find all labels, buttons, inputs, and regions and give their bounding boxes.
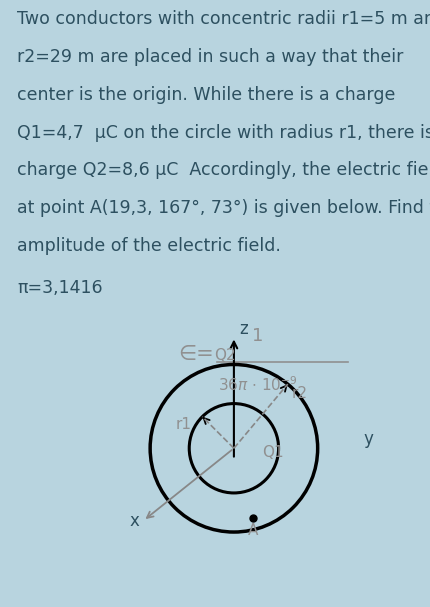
Text: charge Q2=8,6 μC  Accordingly, the electric field: charge Q2=8,6 μC Accordingly, the electr… [17,161,430,180]
Text: amplitude of the electric field.: amplitude of the electric field. [17,237,281,256]
Text: 1: 1 [252,327,263,345]
Text: r2: r2 [292,386,308,401]
Text: A: A [248,523,258,538]
Text: center is the origin. While there is a charge: center is the origin. While there is a c… [17,86,396,104]
Text: ∈=: ∈= [178,344,214,364]
Text: y: y [364,430,374,448]
Text: π=3,1416: π=3,1416 [17,279,103,297]
Text: x: x [129,512,139,531]
Text: Q1=4,7  μC on the circle with radius r1, there is a: Q1=4,7 μC on the circle with radius r1, … [17,124,430,141]
Text: z: z [240,320,248,337]
Text: Two conductors with concentric radii r1=5 m and: Two conductors with concentric radii r1=… [17,10,430,28]
Text: 36$\pi$ $\cdot$ 10$^{-9}$: 36$\pi$ $\cdot$ 10$^{-9}$ [218,375,298,394]
Text: Q1: Q1 [262,445,283,459]
Text: Q2: Q2 [215,348,236,364]
Text: r1: r1 [176,417,192,432]
Text: at point A(19,3, 167°, 73°) is given below. Find the: at point A(19,3, 167°, 73°) is given bel… [17,200,430,217]
Text: r2=29 m are placed in such a way that their: r2=29 m are placed in such a way that th… [17,47,404,66]
